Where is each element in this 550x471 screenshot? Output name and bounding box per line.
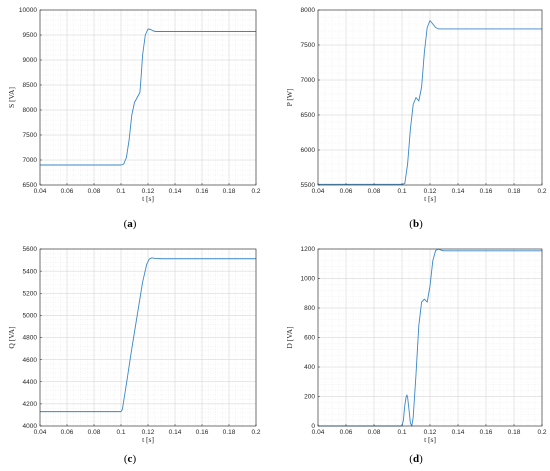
x-axis-label: t [s] (424, 194, 436, 203)
subplot-3: 0.04 0.06 0.08 0.1 0.12 0.14 0.16 0.18 0.2 4000 42… (7, 246, 261, 465)
x-tick-label: 0.1 (397, 188, 406, 195)
series-line-1 (40, 257, 256, 413)
subplot-4: 0.04 0.06 0.08 0.1 0.12 0.14 0.16 0.18 0.2 0 200 40… (285, 246, 547, 465)
subplot-2: 0.04 0.06 0.08 0.1 0.12 0.14 0.16 0.18 0.2 5500 60… (285, 7, 547, 230)
y-tick-label: 8000 (23, 107, 38, 114)
y-axis-label: S [VA] (7, 87, 16, 108)
x-tick-label: 0.08 (368, 188, 381, 195)
y-tick-label: 6500 (23, 182, 38, 189)
x-tick-label: 0.2 (251, 188, 260, 195)
x-tick-label: 0.14 (452, 429, 465, 436)
y-tick-label: 1000 (301, 276, 316, 283)
y-axis-label: Q [VA] (7, 326, 16, 348)
x-tick-label: 0.2 (537, 429, 546, 436)
y-tick-label: 9500 (23, 32, 38, 39)
y-tick-label: 5600 (23, 246, 38, 253)
y-tick-label: 5500 (301, 182, 316, 189)
y-tick-label: 0 (311, 423, 315, 430)
subplot-caption: (a) (124, 218, 137, 230)
x-tick-label: 0.04 (312, 188, 325, 195)
y-tick-label: 6500 (301, 112, 316, 119)
y-tick-label: 9000 (23, 57, 38, 64)
x-tick-label: 0.04 (34, 429, 47, 436)
x-tick-label: 0.1 (116, 429, 125, 436)
y-tick-label: 400 (304, 364, 315, 371)
subplot-caption: (b) (409, 218, 423, 230)
x-tick-label: 0.08 (368, 429, 381, 436)
x-tick-label: 0.04 (34, 188, 47, 195)
x-tick-label: 0.2 (537, 188, 546, 195)
x-tick-label: 0.18 (508, 188, 521, 195)
x-tick-label: 0.16 (480, 188, 493, 195)
x-tick-label: 0.14 (452, 188, 465, 195)
x-axis-label: t [s] (142, 435, 154, 444)
x-tick-label: 0.16 (480, 429, 493, 436)
y-tick-label: 4000 (23, 423, 38, 430)
y-axis-label: D [VA] (285, 326, 294, 348)
x-tick-label: 0.16 (196, 188, 209, 195)
y-tick-label: 4800 (23, 335, 38, 342)
y-tick-label: 7000 (301, 77, 316, 84)
y-tick-label: 6000 (301, 147, 316, 154)
subplot-caption: (d) (409, 453, 423, 465)
y-tick-label: 4600 (23, 357, 38, 364)
y-tick-label: 8000 (301, 7, 316, 14)
x-axis-label: t [s] (142, 194, 154, 203)
y-tick-label: 1200 (301, 246, 316, 253)
x-tick-label: 0.14 (169, 429, 182, 436)
x-tick-label: 0.12 (424, 188, 437, 195)
y-tick-label: 7000 (23, 157, 38, 164)
y-tick-label: 5000 (23, 313, 38, 320)
x-tick-label: 0.08 (88, 429, 101, 436)
x-tick-label: 0.06 (340, 188, 353, 195)
y-tick-label: 7500 (23, 132, 38, 139)
y-tick-label: 5400 (23, 268, 38, 275)
y-axis-label: P [W] (285, 89, 294, 107)
x-tick-label: 0.18 (223, 188, 236, 195)
y-tick-label: 200 (304, 394, 315, 401)
series-line-1 (318, 20, 542, 185)
y-tick-label: 8500 (23, 82, 38, 89)
x-tick-label: 0.14 (169, 188, 182, 195)
y-tick-label: 10000 (19, 7, 37, 14)
x-tick-label: 0.12 (424, 429, 437, 436)
y-tick-label: 800 (304, 305, 315, 312)
x-tick-label: 0.18 (223, 429, 236, 436)
x-axis-label: t [s] (424, 435, 436, 444)
y-tick-label: 7500 (301, 42, 316, 49)
subplot-1: 0.04 0.06 0.08 0.1 0.12 0.14 0.16 0.18 0.2 6500 70… (7, 7, 261, 230)
x-tick-label: 0.08 (88, 188, 101, 195)
y-tick-label: 4200 (23, 401, 38, 408)
x-tick-label: 0.04 (312, 429, 325, 436)
x-tick-label: 0.12 (142, 429, 155, 436)
x-tick-label: 0.16 (196, 429, 209, 436)
y-tick-label: 5200 (23, 290, 38, 297)
x-tick-label: 0.1 (397, 429, 406, 436)
x-tick-label: 0.18 (508, 429, 521, 436)
x-tick-label: 0.1 (116, 188, 125, 195)
x-tick-label: 0.06 (340, 429, 353, 436)
x-tick-label: 0.06 (61, 429, 74, 436)
series-line-1 (40, 28, 256, 166)
y-tick-label: 4400 (23, 379, 38, 386)
y-tick-label: 600 (304, 335, 315, 342)
x-tick-label: 0.06 (61, 188, 74, 195)
x-tick-label: 0.2 (251, 429, 260, 436)
subplot-caption: (c) (124, 453, 137, 465)
x-tick-label: 0.12 (142, 188, 155, 195)
